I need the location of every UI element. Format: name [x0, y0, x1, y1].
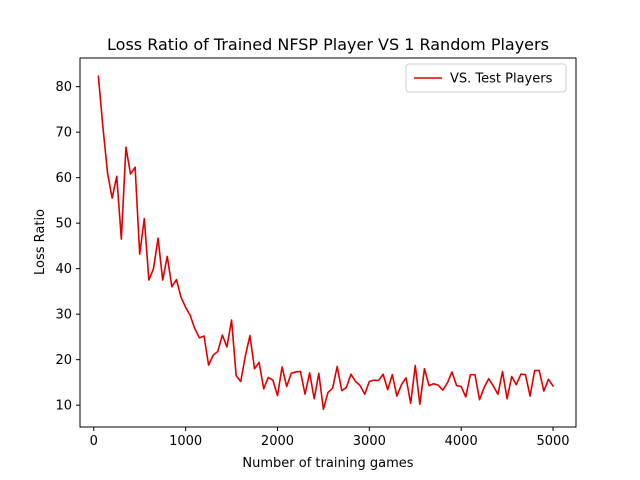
y-tick-label: 30	[55, 308, 72, 323]
x-tick-label: 1000	[169, 434, 202, 449]
plot-area	[97, 75, 554, 411]
x-tick-label: 5000	[536, 434, 569, 449]
legend: VS. Test Players	[405, 63, 567, 93]
y-tick-label: 40	[55, 262, 72, 277]
x-tick-label: 2000	[261, 434, 294, 449]
axes-frame	[79, 57, 577, 428]
y-axis-label: Loss Ratio	[33, 209, 48, 275]
y-tick-label: 70	[55, 126, 72, 141]
x-tick-label: 0	[90, 434, 98, 449]
x-tick-label: 3000	[353, 434, 386, 449]
legend-box	[405, 63, 567, 93]
axes: 0 1000 2000 3000 4000 5000 10 20 30 40 50 60 70 80	[55, 57, 577, 449]
y-tick-label: 20	[55, 353, 72, 368]
x-axis-label: Number of training games	[242, 456, 413, 471]
series-line-0	[97, 75, 554, 411]
y-tick-label: 60	[55, 171, 72, 186]
y-tick-label: 50	[55, 217, 72, 232]
y-tick-label: 80	[55, 80, 72, 95]
legend-entry-label: VS. Test Players	[450, 72, 553, 87]
chart-title: Loss Ratio of Trained NFSP Player VS 1 R…	[107, 35, 549, 54]
x-tick-label: 4000	[445, 434, 478, 449]
y-tick-label: 10	[55, 399, 72, 414]
